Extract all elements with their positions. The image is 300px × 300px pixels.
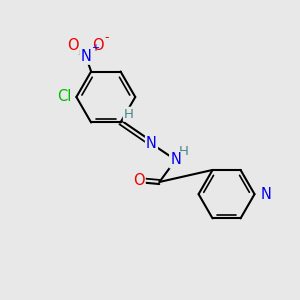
Text: N: N [80, 49, 91, 64]
Text: H: H [124, 108, 134, 121]
Text: O: O [67, 38, 78, 53]
Text: N: N [170, 152, 181, 167]
Text: N: N [146, 136, 157, 151]
Text: O: O [133, 173, 145, 188]
Text: Cl: Cl [57, 89, 71, 104]
Text: O: O [92, 38, 104, 53]
Text: +: + [91, 43, 99, 53]
Text: H: H [179, 145, 189, 158]
Text: N: N [261, 187, 272, 202]
Text: -: - [105, 31, 109, 44]
